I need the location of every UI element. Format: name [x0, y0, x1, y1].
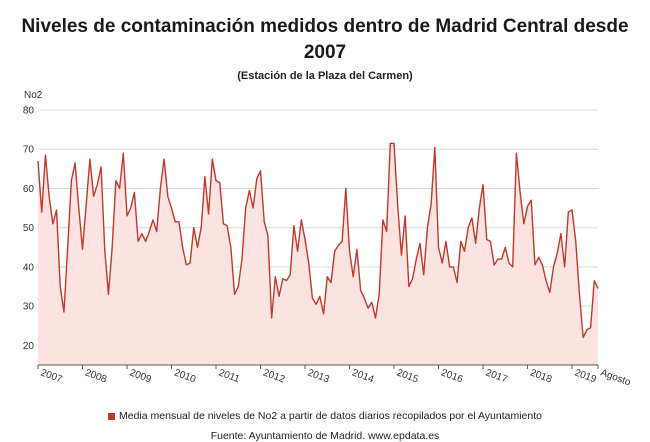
chart-subtitle: (Estación de la Plaza del Carmen)	[237, 70, 413, 82]
source-note: Fuente: Ayuntamiento de Madrid. www.epda…	[210, 430, 440, 442]
legend-swatch	[108, 412, 115, 420]
x-tick-label: 2008	[83, 367, 108, 385]
y-tick-label: 40	[23, 262, 35, 273]
chart-title-line-2: 2007	[303, 42, 347, 63]
chart-title: Niveles de contaminación medidos dentro …	[0, 14, 650, 66]
chart-title-line-1: Niveles de contaminación medidos dentro …	[21, 16, 629, 37]
area-fill	[38, 143, 598, 365]
series-line	[37, 142, 599, 339]
legend-label: Media mensual de niveles de No2 a partir…	[119, 410, 542, 422]
x-tick-label: 2014	[350, 367, 375, 385]
y-tick-label: 80	[23, 106, 35, 117]
legend: Media mensual de niveles de No2 a partir…	[0, 410, 650, 422]
x-tick-label: 2010	[172, 367, 197, 385]
x-tick-label: 2018	[529, 367, 554, 385]
x-tick-label: 2011	[217, 367, 241, 385]
x-tick-label: 2012	[261, 367, 286, 385]
x-tick-label: 2007	[39, 367, 64, 385]
y-tick-label: 60	[23, 184, 35, 195]
x-tick-label: 2015	[395, 367, 420, 385]
x-tick-label: 2013	[306, 367, 331, 385]
x-tick-label: 2017	[484, 367, 509, 385]
y-tick-label: 30	[23, 302, 35, 313]
x-tick-label: 2009	[128, 367, 153, 385]
y-tick-label: 50	[23, 223, 35, 234]
x-tick-label: Agosto	[599, 367, 632, 388]
y-tick-label: 20	[23, 341, 35, 352]
y-tick-label: 70	[23, 145, 35, 156]
y-axis-label: No2	[24, 90, 43, 101]
x-tick-label: 2019	[573, 367, 598, 385]
x-tick-label: 2016	[440, 367, 465, 385]
